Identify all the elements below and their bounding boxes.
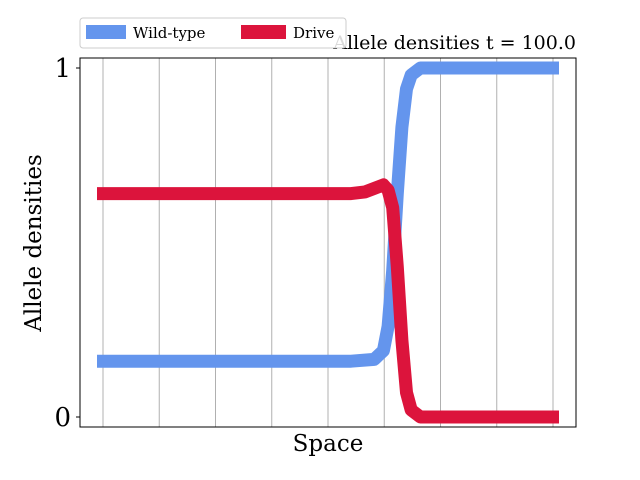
y-ticks: 01	[54, 54, 80, 433]
grid-lines	[102, 58, 554, 427]
series-line-drive	[97, 178, 559, 424]
y-tick-label: 1	[54, 54, 71, 84]
chart-title: Allele densities t = 100.0	[332, 32, 576, 54]
series-lines	[97, 61, 559, 424]
y-tick-label: 0	[54, 403, 71, 433]
legend: Wild-type Drive	[79, 17, 347, 49]
legend-label-drive: Drive	[293, 24, 334, 42]
axes-frame	[79, 57, 577, 428]
legend-label-wild-type: Wild-type	[133, 24, 206, 42]
x-axis-label: Space	[293, 431, 364, 457]
y-axis-label: Allele densities	[21, 154, 47, 333]
